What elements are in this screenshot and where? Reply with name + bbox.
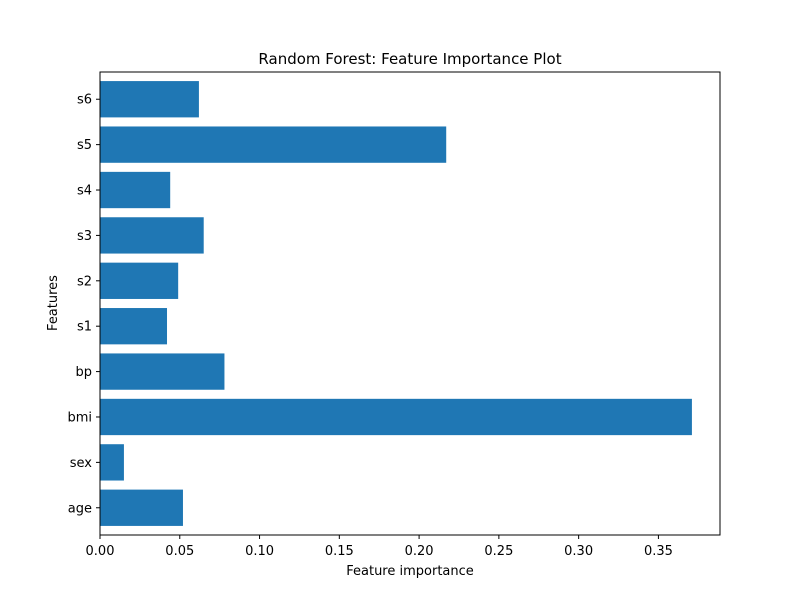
- y-tick-label-bmi: bmi: [67, 410, 92, 425]
- y-tick-label-age: age: [68, 501, 92, 516]
- bar-s4: [100, 171, 171, 209]
- bar-sex: [100, 444, 124, 481]
- y-tick-label-s2: s2: [77, 274, 92, 289]
- y-tick-label-s3: s3: [77, 229, 92, 244]
- y-tick-label-s5: s5: [77, 138, 92, 153]
- y-axis: age sex bmi bp s1 s2 s3 s4 s5 s6: [67, 93, 100, 516]
- bar-s2: [100, 262, 179, 299]
- y-tick-label-sex: sex: [70, 456, 93, 471]
- x-tick-label-0.25: 0.25: [484, 544, 513, 559]
- x-axis-label: Feature importance: [346, 564, 474, 579]
- y-tick-label-bp: bp: [75, 365, 92, 380]
- plot-frame: [99, 71, 721, 536]
- x-tick-label-0.05: 0.05: [165, 544, 194, 559]
- x-tick-label-0.00: 0.00: [86, 544, 115, 559]
- x-axis: 0.00 0.05 0.10 0.15 0.20 0.25 0.30 0.35: [86, 535, 673, 559]
- bar-age: [100, 489, 183, 526]
- x-tick-label-0.20: 0.20: [405, 544, 434, 559]
- bar-s5: [100, 126, 447, 163]
- bar-s1: [100, 308, 168, 345]
- bar-s6: [100, 81, 199, 118]
- x-tick-label-0.30: 0.30: [564, 544, 593, 559]
- y-tick-label-s4: s4: [77, 184, 92, 199]
- y-axis-label: Features: [46, 275, 61, 331]
- x-tick-label-0.10: 0.10: [245, 544, 274, 559]
- bar-s3: [100, 217, 204, 254]
- x-tick-label-0.35: 0.35: [644, 544, 673, 559]
- bar-bmi: [100, 398, 692, 436]
- bar-bp: [100, 353, 225, 390]
- bars-group: [100, 81, 692, 526]
- y-tick-label-s1: s1: [77, 320, 92, 335]
- x-tick-label-0.15: 0.15: [325, 544, 354, 559]
- chart-title: Random Forest: Feature Importance Plot: [258, 50, 561, 68]
- y-tick-label-s6: s6: [77, 93, 92, 108]
